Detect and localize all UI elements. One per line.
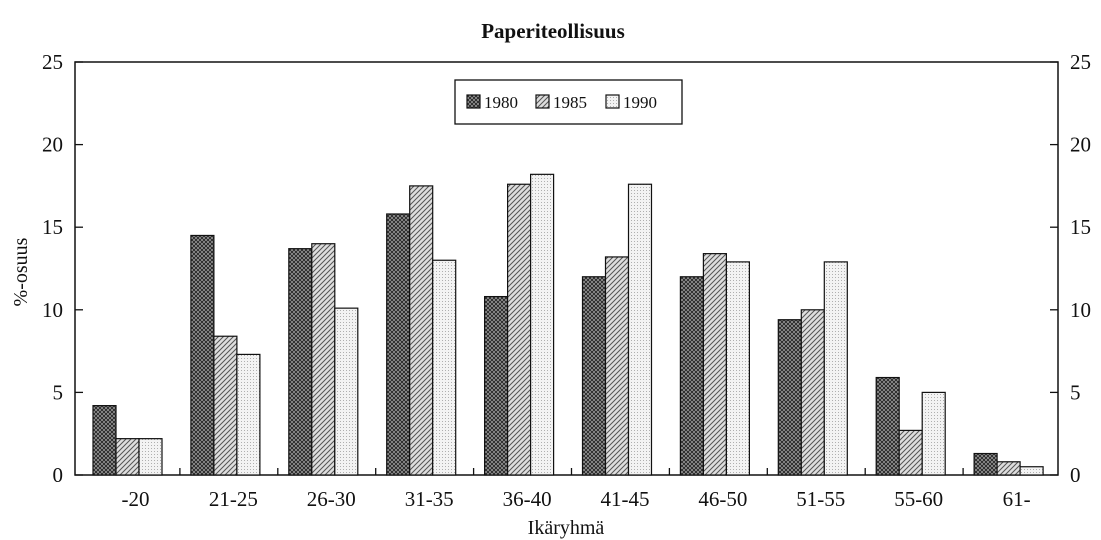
bar-1980--20 (92, 405, 117, 476)
bar-1980-51-55 (777, 319, 802, 476)
legend-swatch-1985 (535, 94, 550, 109)
bar-1980-26-30 (288, 248, 313, 476)
bar-1990-41-45 (627, 183, 653, 476)
bar-1980-41-45 (581, 276, 607, 476)
legend-label-1985: 1985 (553, 93, 587, 112)
bar-1990-61- (1019, 466, 1044, 476)
left-y-axis: 0 5 10 15 20 25 (42, 50, 83, 487)
bars (92, 173, 1044, 476)
x-tick-label: 31-35 (405, 487, 454, 511)
x-tick-label: 21-25 (209, 487, 258, 511)
bar-1980-36-40 (484, 295, 509, 476)
right-y-tick-label: 0 (1070, 463, 1081, 487)
bar-1985--20 (115, 438, 140, 476)
plot-frame (74, 61, 1059, 476)
x-tick-label: -20 (122, 487, 150, 511)
x-tick-label: 61- (1003, 487, 1031, 511)
bar-1985-41-45 (604, 256, 630, 476)
legend: 1980 1985 1990 (454, 79, 683, 125)
x-tick-label: 26-30 (307, 487, 356, 511)
right-y-tick-label: 15 (1070, 215, 1091, 239)
y-tick-label: 5 (53, 380, 64, 404)
right-y-tick-label: 20 (1070, 133, 1091, 157)
bar-1990-26-30 (334, 307, 359, 476)
bar-1990-46-50 (725, 261, 751, 476)
bar-1985-46-50 (702, 253, 728, 476)
x-tick-label: 46-50 (698, 487, 747, 511)
bar-1985-55-60 (898, 429, 923, 476)
bar-1990-21-25 (236, 353, 261, 476)
x-axis-label: Ikäryhmä (528, 517, 605, 539)
legend-label-1990: 1990 (623, 93, 657, 112)
bar-1980-21-25 (190, 234, 215, 476)
bar-1990-36-40 (529, 173, 555, 476)
legend-swatch-1980 (466, 94, 481, 109)
bar-1985-51-55 (800, 309, 825, 476)
legend-box (454, 79, 683, 125)
x-tick-label: 55-60 (894, 487, 943, 511)
bar-1990-55-60 (921, 391, 946, 476)
bar-1985-31-35 (409, 185, 434, 476)
bar-1985-61- (996, 461, 1021, 476)
chart-title: Paperiteollisuus (481, 19, 625, 43)
bar-1990-51-55 (823, 261, 848, 476)
bar-1990--20 (138, 438, 163, 476)
bar-1980-61- (973, 452, 998, 476)
y-tick-label: 15 (42, 215, 63, 239)
legend-swatch-1990 (605, 94, 620, 109)
x-tick-label: 36-40 (503, 487, 552, 511)
bar-1980-55-60 (875, 376, 900, 476)
y-tick-label: 25 (42, 50, 63, 74)
bar-1990-31-35 (432, 259, 457, 476)
y-tick-label: 0 (53, 463, 64, 487)
y-tick-label: 10 (42, 298, 63, 322)
y-tick-label: 20 (42, 133, 63, 157)
legend-label-1980: 1980 (484, 93, 518, 112)
bar-1980-46-50 (679, 276, 705, 476)
bar-1985-36-40 (507, 183, 532, 476)
bar-1985-21-25 (213, 335, 238, 476)
bar-1980-31-35 (386, 213, 411, 476)
x-axis: -20 21-25 26-30 31-35 36-40 41-45 46-50 51-55 55… (122, 468, 1031, 511)
right-y-axis: 0 5 10 15 20 25 (1050, 50, 1091, 487)
bar-1985-26-30 (311, 243, 336, 476)
x-tick-label: 51-55 (796, 487, 845, 511)
y-axis-label: %-osuus (10, 237, 32, 306)
x-tick-label: 41-45 (601, 487, 650, 511)
right-y-tick-label: 10 (1070, 298, 1091, 322)
right-y-tick-label: 25 (1070, 50, 1091, 74)
right-y-tick-label: 5 (1070, 380, 1081, 404)
